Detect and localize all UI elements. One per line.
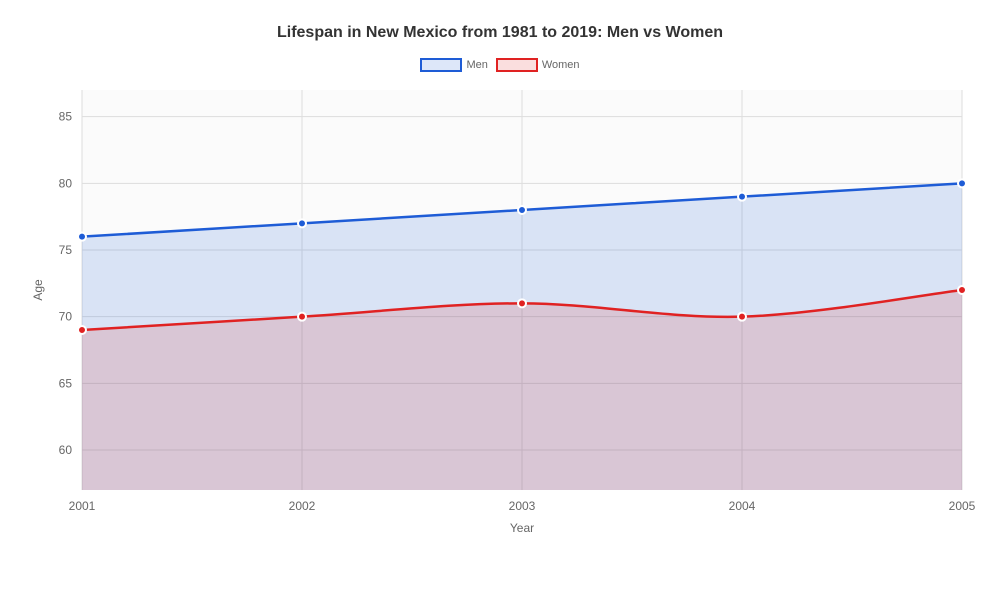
data-point-men[interactable] xyxy=(958,179,966,187)
data-point-women[interactable] xyxy=(518,299,526,307)
data-point-women[interactable] xyxy=(738,313,746,321)
legend-label: Men xyxy=(466,59,487,71)
data-point-women[interactable] xyxy=(78,326,86,334)
data-point-men[interactable] xyxy=(78,233,86,241)
x-tick-label: 2004 xyxy=(729,499,756,513)
x-axis-label: Year xyxy=(510,521,534,535)
data-point-women[interactable] xyxy=(298,313,306,321)
x-tick-label: 2002 xyxy=(289,499,316,513)
legend-label: Women xyxy=(542,59,580,71)
data-point-men[interactable] xyxy=(738,193,746,201)
legend-swatch xyxy=(420,58,462,72)
data-point-men[interactable] xyxy=(518,206,526,214)
data-point-men[interactable] xyxy=(298,219,306,227)
y-tick-label: 80 xyxy=(59,176,73,190)
x-tick-label: 2001 xyxy=(69,499,96,513)
plot-wrapper: 60 65 70 75 80 85 2001 2002 2003 2004 2005 Age Year xyxy=(24,84,976,544)
y-tick-label: 85 xyxy=(59,110,73,124)
chart-title: Lifespan in New Mexico from 1981 to 2019… xyxy=(24,24,976,42)
legend-item-men[interactable]: Men xyxy=(420,58,487,72)
chart-svg: 60 65 70 75 80 85 2001 2002 2003 2004 2005 Age Year xyxy=(24,84,982,538)
legend-item-women[interactable]: Women xyxy=(496,58,580,72)
y-tick-label: 65 xyxy=(59,376,73,390)
y-tick-label: 70 xyxy=(59,310,73,324)
legend-swatch xyxy=(496,58,538,72)
x-tick-label: 2005 xyxy=(949,499,976,513)
y-tick-label: 60 xyxy=(59,443,73,457)
data-point-women[interactable] xyxy=(958,286,966,294)
legend: Men Women xyxy=(24,58,976,72)
x-tick-label: 2003 xyxy=(509,499,536,513)
y-axis-label: Age xyxy=(31,279,45,301)
chart-container: Lifespan in New Mexico from 1981 to 2019… xyxy=(0,0,1000,600)
y-tick-label: 75 xyxy=(59,243,73,257)
